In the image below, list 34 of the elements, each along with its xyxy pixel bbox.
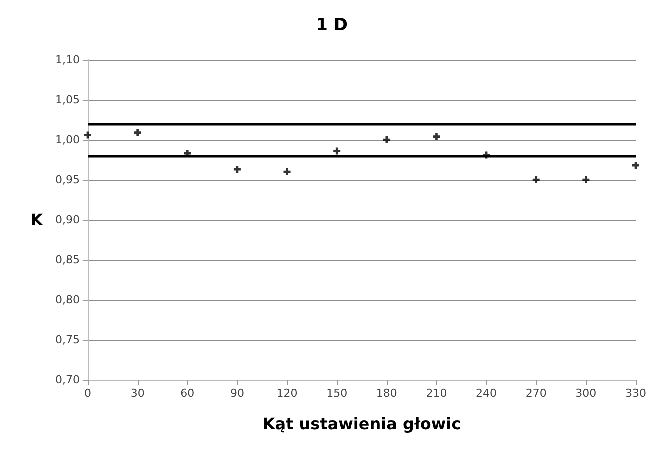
x-tick-label: 90 bbox=[230, 387, 244, 400]
y-tick-label: 0,85 bbox=[56, 254, 80, 266]
y-tick-label: 1,10 bbox=[56, 54, 80, 66]
x-tick-label: 120 bbox=[276, 387, 298, 400]
point bbox=[284, 168, 291, 176]
x-tick-label: 210 bbox=[426, 387, 448, 400]
x-tick-label: 300 bbox=[576, 387, 597, 400]
x-tick-label: 270 bbox=[526, 387, 547, 400]
y-tick-label: 0,80 bbox=[56, 294, 80, 306]
x-tick-label: 0 bbox=[84, 387, 92, 400]
point bbox=[234, 166, 241, 174]
point bbox=[84, 132, 92, 139]
x-tick-label: 180 bbox=[376, 387, 398, 400]
point bbox=[532, 176, 540, 184]
y-tick-label: 0,75 bbox=[56, 334, 80, 346]
y-tick-label: 1,05 bbox=[56, 94, 80, 106]
point bbox=[383, 136, 390, 144]
y-axis-title: K bbox=[30, 210, 44, 230]
x-tick-label: 30 bbox=[130, 387, 145, 400]
y-tick-label: 0,90 bbox=[56, 214, 80, 226]
y-tick-label: 1,00 bbox=[56, 134, 80, 146]
y-tick-label: 0,70 bbox=[56, 374, 80, 386]
y-tick-label: 0,95 bbox=[56, 174, 80, 186]
point bbox=[134, 129, 142, 136]
point bbox=[334, 148, 341, 155]
x-tick-label: 240 bbox=[476, 387, 498, 400]
point bbox=[582, 176, 590, 184]
point bbox=[632, 162, 640, 170]
chart-title: 1 D bbox=[316, 16, 348, 36]
x-tick-label: 150 bbox=[326, 387, 348, 400]
point bbox=[433, 133, 440, 140]
x-tick-label: 60 bbox=[180, 387, 195, 400]
x-tick-label: 330 bbox=[626, 387, 646, 400]
x-axis-title: Kąt ustawienia głowic bbox=[262, 414, 462, 434]
